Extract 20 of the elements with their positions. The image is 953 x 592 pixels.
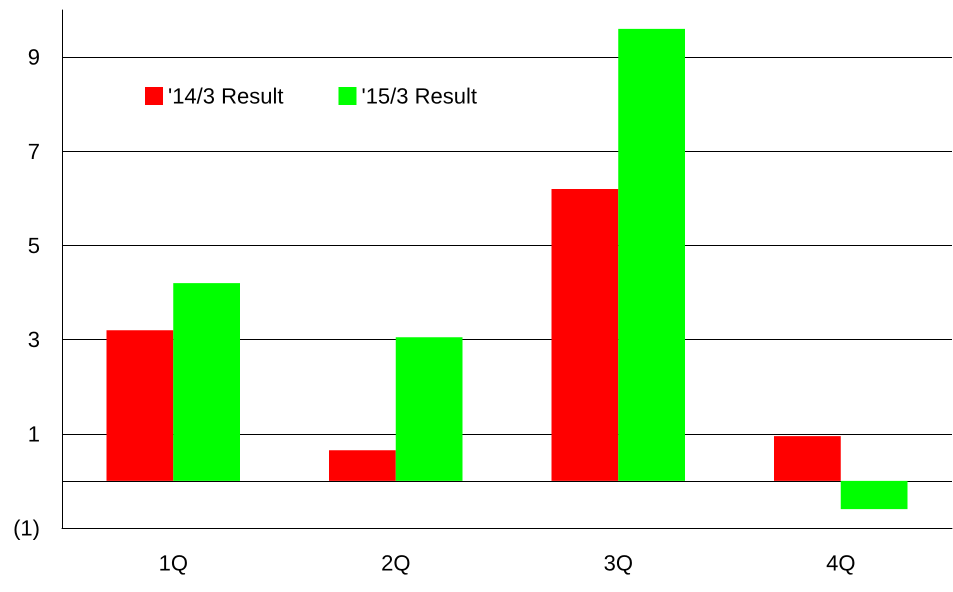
x-tick-label: 2Q bbox=[381, 550, 410, 576]
y-tick-label: 1 bbox=[28, 421, 40, 446]
bar bbox=[774, 436, 841, 481]
legend-label: '15/3 Result bbox=[361, 84, 477, 108]
legend-label: '14/3 Result bbox=[168, 84, 284, 108]
y-tick-label: (1) bbox=[13, 516, 40, 540]
x-tick-label: 1Q bbox=[158, 550, 188, 576]
y-tick-label: 7 bbox=[28, 138, 40, 164]
bar bbox=[840, 480, 908, 510]
bar bbox=[396, 337, 462, 481]
bar bbox=[618, 28, 685, 481]
bar bbox=[173, 283, 240, 481]
y-tick-label: 3 bbox=[28, 327, 40, 352]
bar bbox=[552, 188, 618, 481]
x-tick-label: 4Q bbox=[826, 550, 856, 576]
bar bbox=[106, 330, 174, 481]
y-tick-label: 5 bbox=[28, 232, 40, 258]
bar bbox=[329, 450, 396, 481]
y-tick-label: 9 bbox=[28, 44, 40, 70]
x-tick-label: 3Q bbox=[604, 550, 633, 576]
